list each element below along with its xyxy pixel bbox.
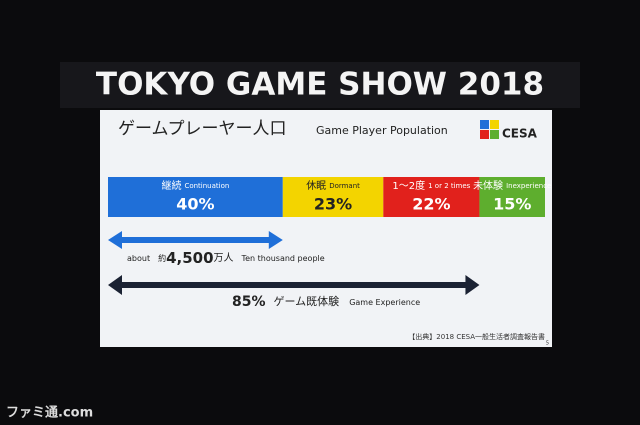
bar-segment	[282, 177, 384, 217]
segment-name-en: 1 or 2 times	[428, 182, 471, 190]
experience-label: 85% ゲーム既体験 Game Experience	[232, 294, 420, 310]
segment-name: 未体験	[473, 179, 503, 192]
bar-segment	[383, 177, 480, 217]
logo-block	[480, 120, 489, 129]
bar-segment	[479, 177, 545, 217]
slide-subtitle: Game Player Population	[316, 124, 448, 137]
segment-label: 継続 Continuation	[161, 179, 229, 192]
page-number: 5	[546, 341, 549, 347]
note-unit: 万人	[214, 252, 234, 264]
banner-title: TOKYO GAME SHOW 2018	[96, 67, 544, 103]
logo-block	[490, 120, 499, 129]
value-label: 22%	[412, 195, 450, 214]
banner	[60, 62, 580, 108]
experience-text-en: Game Experience	[349, 298, 420, 307]
slide-title: ゲームプレーヤー人口	[118, 119, 286, 139]
watermark: ファミ通.com	[6, 405, 93, 421]
note-prefix: 約	[158, 253, 166, 263]
note-prefix-en: about	[127, 254, 150, 263]
logo: CESA	[480, 120, 538, 141]
value-label: 23%	[314, 195, 352, 214]
bar-segment	[108, 177, 283, 217]
segment-name-en: Dormant	[329, 182, 360, 190]
logo-block	[490, 130, 499, 139]
segment-name-en: Inexperience	[506, 182, 551, 190]
experience-text: ゲーム既体験	[274, 294, 340, 308]
value-label: 15%	[493, 195, 531, 214]
segment-name-en: Continuation	[184, 182, 229, 190]
segment-label: 休眠 Dormant	[306, 180, 360, 192]
slide	[100, 110, 552, 347]
segment-name: 休眠	[306, 180, 326, 192]
note-value: 4,500	[166, 249, 213, 267]
note-unit-en: Ten thousand people	[241, 254, 325, 263]
segment-label: 1〜2度 1 or 2 times	[392, 179, 470, 192]
experience-value: 85%	[232, 294, 266, 310]
segment-name: 継続	[161, 179, 181, 192]
logo-block	[480, 130, 489, 139]
segment-name: 1〜2度	[392, 179, 425, 192]
logo-text: CESA	[502, 127, 538, 141]
continuation-note: about 約4,500万人 Ten thousand people	[127, 249, 325, 267]
arrow	[108, 275, 480, 295]
arrow	[108, 231, 283, 249]
value-label: 40%	[176, 195, 214, 214]
source: 【出典】2018 CESA一般生活者調査報告書	[408, 332, 545, 341]
segment-label: 未体験 Inexperience	[473, 179, 551, 192]
